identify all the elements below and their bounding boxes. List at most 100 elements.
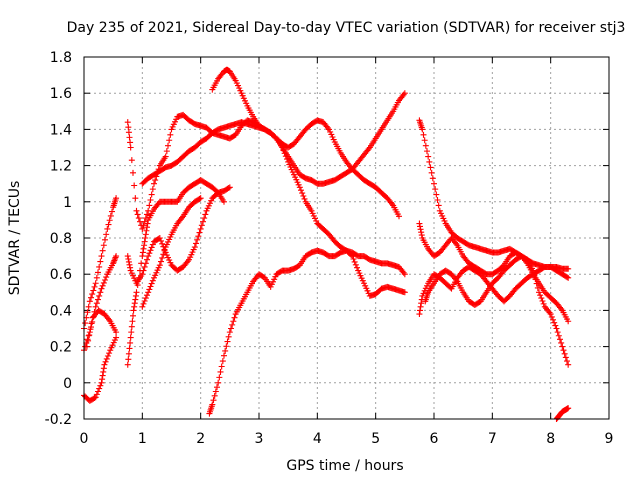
data-point <box>548 313 555 320</box>
data-point <box>127 139 134 146</box>
data-point <box>139 225 146 232</box>
data-point <box>89 291 96 298</box>
data-point <box>126 134 133 141</box>
data-point <box>561 350 568 357</box>
data-point <box>96 385 103 392</box>
data-point <box>166 137 173 144</box>
data-point <box>140 300 147 307</box>
data-point <box>124 361 131 368</box>
data-point <box>96 292 103 299</box>
data-point <box>101 361 108 368</box>
data-point <box>196 195 203 202</box>
data-point <box>401 90 408 97</box>
series-9 <box>124 177 227 368</box>
x-tick-label: 0 <box>80 431 89 447</box>
data-point <box>196 229 203 236</box>
data-point <box>95 296 101 303</box>
data-point <box>565 274 572 281</box>
data-point <box>102 358 109 365</box>
data-point <box>113 329 120 336</box>
data-point <box>530 267 537 274</box>
data-point <box>417 303 424 310</box>
y-tick-label: 0.8 <box>50 231 72 247</box>
data-point <box>100 365 107 372</box>
data-point <box>400 269 407 276</box>
data-point <box>93 300 100 307</box>
data-point <box>131 300 138 307</box>
data-point <box>179 214 185 221</box>
data-point <box>132 296 139 303</box>
series-11 <box>206 247 408 417</box>
data-point <box>146 286 153 293</box>
data-point <box>351 258 358 265</box>
data-point <box>149 277 156 284</box>
data-point <box>396 213 402 220</box>
data-point <box>200 218 206 225</box>
data-point <box>85 303 92 310</box>
x-tick-label: 6 <box>430 431 439 447</box>
data-point <box>352 261 359 268</box>
y-tick-label: 1.2 <box>50 159 72 175</box>
data-point <box>124 253 131 260</box>
data-point <box>184 258 191 265</box>
data-point <box>128 323 135 330</box>
data-point <box>142 235 149 241</box>
series-12 <box>416 117 572 272</box>
plot-frame <box>83 56 610 420</box>
data-point <box>125 124 132 131</box>
data-point <box>99 376 106 383</box>
data-point <box>99 247 106 254</box>
data-point <box>106 316 113 323</box>
data-point <box>91 283 98 290</box>
data-point <box>99 282 106 289</box>
data-point <box>219 358 226 365</box>
y-tick-label: 1.4 <box>50 122 72 138</box>
data-point <box>103 355 110 362</box>
data-point <box>417 226 424 233</box>
data-point <box>148 191 155 198</box>
data-point <box>349 253 356 260</box>
data-point <box>103 231 110 238</box>
data-point <box>147 196 154 203</box>
x-tick-label: 9 <box>605 431 614 447</box>
data-point <box>562 354 569 361</box>
y-tick-label: 0.6 <box>50 267 72 283</box>
data-point <box>229 321 236 328</box>
x-tick-label: 7 <box>488 431 497 447</box>
data-point <box>140 245 147 252</box>
data-point <box>106 217 113 224</box>
data-point <box>113 253 120 260</box>
data-point <box>417 307 423 314</box>
data-point <box>89 318 96 325</box>
data-point <box>400 91 407 98</box>
data-point <box>540 300 547 307</box>
data-point <box>139 271 146 278</box>
data-point <box>532 276 539 283</box>
y-tick-label: 1.6 <box>50 86 72 102</box>
data-point <box>429 175 436 182</box>
data-point <box>139 253 146 260</box>
data-point <box>98 379 105 386</box>
data-point <box>102 236 108 243</box>
data-point <box>149 186 156 193</box>
data-point <box>137 267 143 274</box>
data-point <box>100 279 107 286</box>
data-point <box>156 262 163 269</box>
data-point <box>538 295 545 302</box>
data-point <box>217 368 224 375</box>
grid-lines <box>84 57 609 419</box>
data-point <box>113 334 120 341</box>
x-tick-label: 8 <box>546 431 555 447</box>
data-point <box>424 148 430 155</box>
data-point <box>559 343 566 350</box>
data-point <box>418 232 425 239</box>
data-point <box>90 287 97 294</box>
data-point <box>134 211 141 218</box>
data-point <box>88 294 94 301</box>
data-point <box>126 345 133 352</box>
data-point <box>431 180 437 187</box>
data-point <box>126 261 133 268</box>
data-point <box>228 325 234 332</box>
data-point <box>95 388 101 395</box>
y-tick-label: 0.2 <box>50 340 72 356</box>
